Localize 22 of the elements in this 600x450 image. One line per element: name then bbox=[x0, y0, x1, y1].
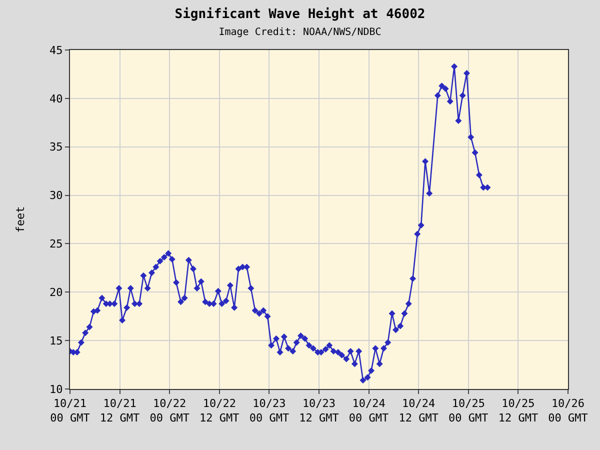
x-tick-label: 10/21 12 GMT bbox=[100, 397, 140, 424]
x-tick-label: 10/21 00 GMT bbox=[50, 397, 90, 424]
x-tick-label: 10/24 00 GMT bbox=[348, 397, 390, 424]
x-tick-label: 10/25 12 GMT bbox=[498, 397, 538, 424]
y-axis-title: feet bbox=[14, 206, 28, 233]
y-tick-label: 15 bbox=[50, 334, 63, 348]
y-tick-label: 45 bbox=[50, 44, 63, 57]
x-tick-label: 10/23 12 GMT bbox=[299, 397, 340, 424]
y-tick-label: 40 bbox=[50, 92, 63, 106]
y-tick-label: 10 bbox=[50, 382, 63, 396]
x-tick-label: 10/22 12 GMT bbox=[200, 397, 240, 424]
y-tick-label: 20 bbox=[50, 286, 63, 299]
y-tick-label: 30 bbox=[50, 189, 63, 202]
chart-title: Significant Wave Height at 46002 bbox=[174, 7, 426, 22]
y-tick-label: 35 bbox=[50, 140, 63, 154]
y-tick-label: 25 bbox=[50, 238, 63, 251]
chart-subtitle: Image Credit: NOAA/NWS/NDBC bbox=[218, 26, 382, 38]
x-tick-label: 10/22 00 GMT bbox=[150, 397, 190, 424]
x-tick-label: 10/26 00 GMT bbox=[548, 397, 588, 424]
x-tick-label: 10/24 12 GMT bbox=[398, 397, 439, 424]
x-tick-label: 10/25 00 GMT bbox=[448, 397, 489, 424]
x-tick-label: 10/23 00 GMT bbox=[249, 397, 290, 424]
